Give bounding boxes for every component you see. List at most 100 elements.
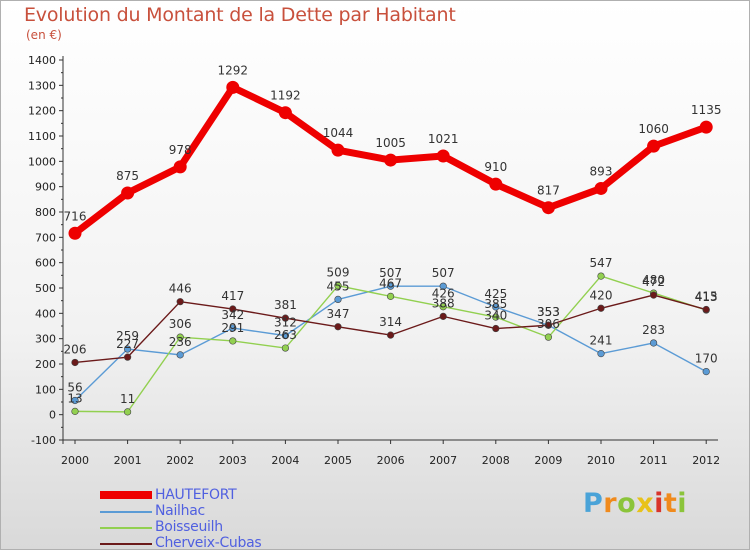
data-point — [71, 358, 79, 367]
data-point — [594, 181, 608, 195]
data-label: 507 — [379, 266, 402, 280]
x-tick-label: 2002 — [166, 454, 194, 467]
data-point — [387, 282, 395, 290]
data-label: 467 — [379, 276, 402, 290]
data-point — [387, 292, 395, 300]
data-label: 381 — [274, 298, 297, 312]
legend-label: Boisseuilh — [155, 519, 223, 535]
data-label: 314 — [379, 315, 402, 329]
legend-label: Cherveix-Cubas — [155, 535, 262, 551]
legend-label: HAUTEFORT — [155, 487, 237, 503]
y-tick-label: 1200 — [28, 105, 56, 118]
data-point — [702, 368, 710, 376]
data-point — [387, 331, 395, 339]
data-point — [71, 407, 79, 415]
data-label: 340 — [484, 309, 507, 323]
data-point — [436, 149, 450, 163]
chart-unit-label: (en €) — [26, 28, 62, 42]
legend-swatch — [100, 491, 152, 499]
x-tick-label: 2006 — [377, 454, 405, 467]
data-point — [334, 282, 342, 290]
data-point — [121, 186, 135, 200]
data-point — [226, 80, 240, 94]
y-tick-label: 200 — [35, 358, 56, 371]
data-label: 1135 — [691, 103, 722, 117]
data-label: 227 — [116, 337, 139, 351]
data-label: 1005 — [375, 136, 406, 150]
data-point — [334, 295, 342, 304]
data-label: 56 — [67, 380, 82, 394]
data-label: 388 — [432, 296, 455, 310]
x-tick-label: 2008 — [482, 454, 510, 467]
data-point — [229, 337, 237, 345]
data-label: 509 — [327, 266, 350, 280]
data-label: 1060 — [638, 122, 669, 136]
data-label: 910 — [484, 160, 507, 174]
data-point — [123, 345, 132, 353]
data-point — [384, 153, 398, 167]
x-tick-label: 2007 — [429, 454, 457, 467]
data-label: 480 — [642, 273, 665, 287]
data-label: 241 — [590, 334, 613, 348]
data-label: 455 — [327, 279, 350, 293]
data-label: 1021 — [428, 132, 459, 146]
data-label: 170 — [695, 352, 718, 366]
data-label: 342 — [221, 308, 244, 322]
data-label: 415 — [695, 290, 718, 304]
data-point — [597, 350, 605, 358]
data-point — [699, 120, 713, 134]
data-point — [281, 344, 290, 352]
data-label: 306 — [169, 317, 192, 331]
data-label: 978 — [169, 143, 192, 157]
x-tick-label: 2004 — [271, 454, 299, 467]
data-label: 417 — [221, 289, 244, 303]
proxiti-logo: Proxiti — [583, 488, 688, 519]
data-label: 420 — [590, 288, 613, 302]
legend-swatch — [100, 511, 152, 513]
data-label: 817 — [537, 184, 560, 198]
data-label: 236 — [169, 335, 192, 349]
data-point — [123, 353, 132, 361]
y-tick-label: 0 — [49, 409, 56, 422]
data-point — [173, 160, 187, 174]
data-label: 353 — [537, 305, 560, 319]
data-label: 206 — [64, 342, 87, 356]
data-point — [439, 312, 447, 320]
data-point — [334, 323, 342, 331]
data-label: 893 — [590, 164, 613, 178]
y-tick-label: 700 — [35, 231, 56, 244]
data-point — [439, 303, 447, 311]
data-point — [176, 298, 184, 306]
data-label: 425 — [484, 287, 507, 301]
y-tick-label: 100 — [35, 383, 56, 396]
x-tick-label: 2001 — [114, 454, 142, 467]
y-tick-label: -100 — [31, 434, 56, 447]
x-tick-label: 2011 — [640, 454, 668, 467]
data-point — [331, 143, 345, 157]
legend-swatch — [100, 543, 152, 545]
data-label: 472 — [642, 275, 665, 289]
data-label: 413 — [695, 290, 718, 304]
y-tick-label: 300 — [35, 333, 56, 346]
data-label: 291 — [221, 321, 244, 335]
data-point — [492, 313, 500, 321]
data-point — [544, 321, 553, 329]
data-point — [702, 305, 710, 314]
data-label: 263 — [274, 328, 297, 342]
data-point — [281, 332, 290, 340]
data-label: 312 — [274, 316, 297, 330]
data-point — [597, 272, 605, 280]
data-label: 547 — [590, 256, 613, 270]
data-point — [439, 282, 447, 290]
y-tick-label: 400 — [35, 307, 56, 320]
data-label: 507 — [432, 266, 455, 280]
data-point — [647, 139, 661, 153]
y-tick-label: 1300 — [28, 79, 56, 92]
y-tick-label: 1400 — [28, 54, 56, 67]
data-point — [278, 106, 292, 120]
data-label: 11 — [120, 392, 135, 406]
y-tick-label: 900 — [35, 181, 56, 194]
data-point — [649, 291, 658, 299]
